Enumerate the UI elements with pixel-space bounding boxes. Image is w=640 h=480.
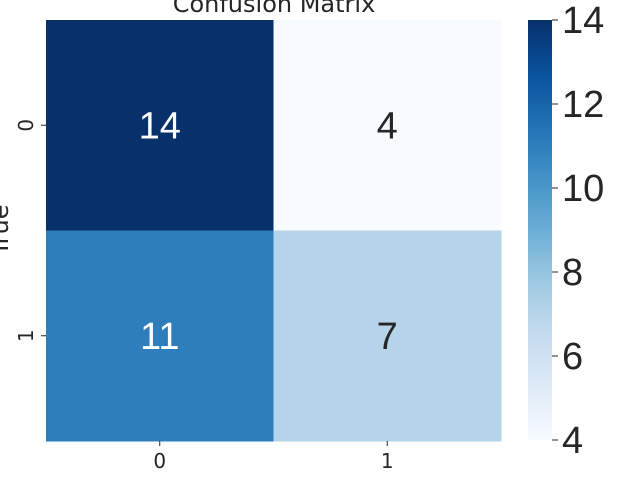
y-axis-label: True — [0, 205, 14, 257]
heatmap-cell-label-1-1: 7 — [377, 316, 398, 358]
y-tick-label-1: 1 — [14, 329, 38, 342]
heatmap-cell-label-1-0: 11 — [140, 316, 179, 358]
heatmap-cell-0-0 — [46, 20, 274, 231]
heatmap-cell-1-1 — [273, 230, 502, 442]
chart-title: Confusion Matrix — [173, 0, 376, 18]
colorbar-tick-label-4: 12 — [562, 84, 604, 126]
colorbar-tick-label-0: 4 — [562, 420, 583, 462]
colorbar-tick-label-5: 14 — [562, 0, 604, 42]
heatmap-cell-labels: 14 4 11 7 — [139, 105, 398, 358]
heatmap-cell-label-0-1: 4 — [377, 105, 398, 147]
colorbar-tick-label-1: 6 — [562, 336, 583, 378]
y-tick-label-0: 0 — [14, 119, 38, 132]
colorbar-tick-label-2: 8 — [562, 252, 583, 294]
heatmap-cell-1-0 — [46, 230, 274, 442]
heatmap-cells — [46, 20, 502, 442]
colorbar — [528, 20, 552, 440]
colorbar-tick-label-3: 10 — [562, 168, 604, 210]
heatmap-cell-label-0-0: 14 — [139, 105, 181, 147]
x-tick-label-0: 0 — [153, 449, 166, 473]
y-axis-ticks: 01 — [14, 119, 46, 342]
heatmap-cell-0-1 — [273, 20, 502, 231]
x-tick-label-1: 1 — [381, 449, 394, 473]
colorbar-ticks: 4 6 8 10 12 14 — [552, 0, 604, 462]
